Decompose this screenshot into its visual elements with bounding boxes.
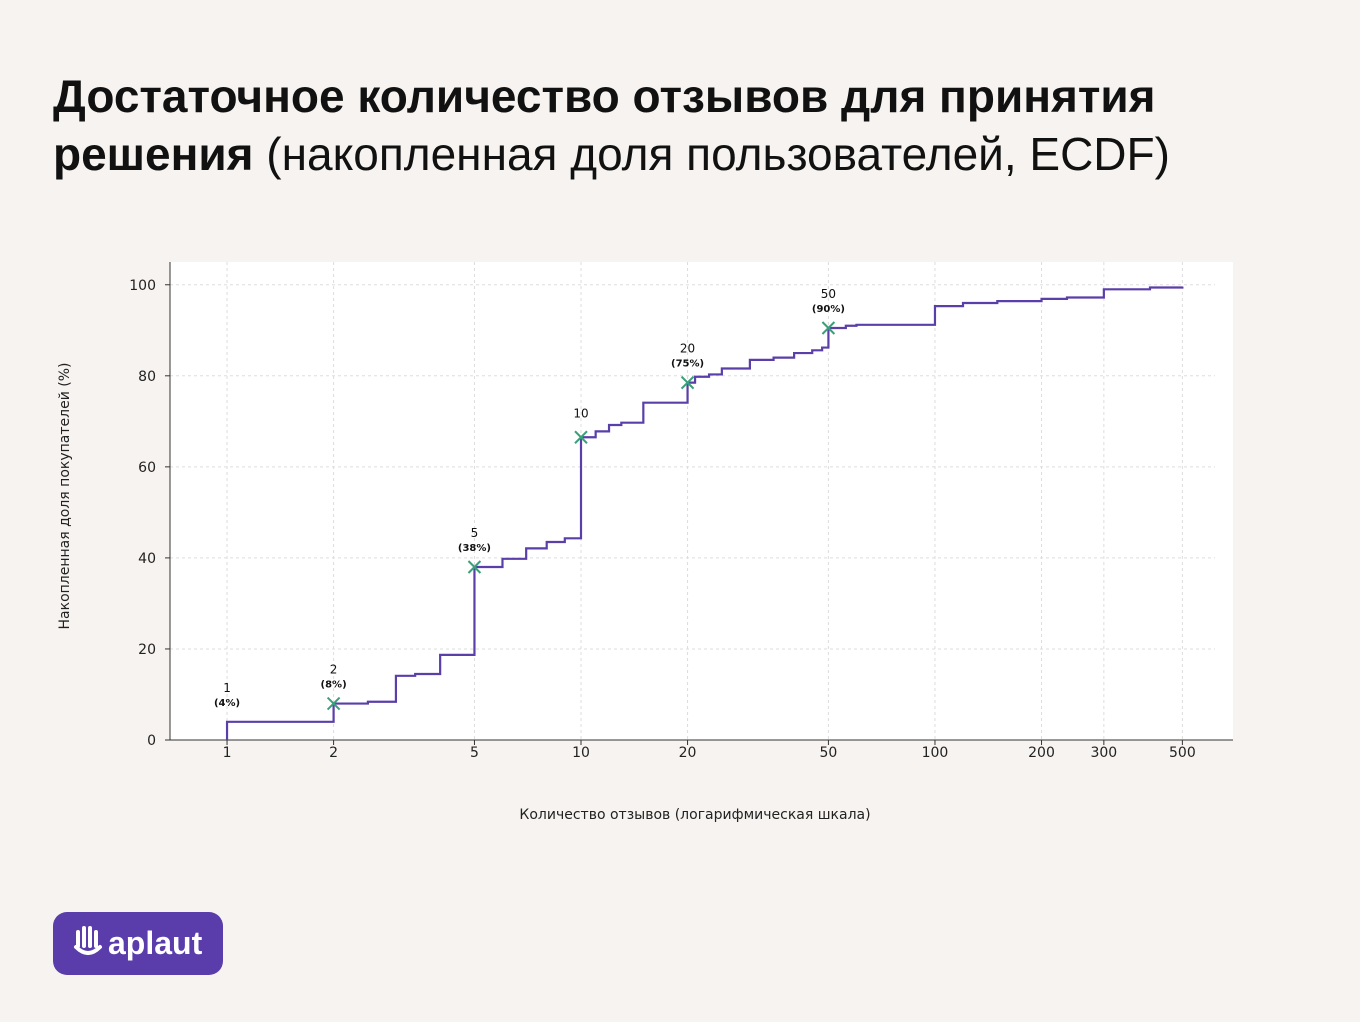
logo-icon	[74, 926, 102, 955]
marker	[821, 321, 836, 335]
plot-area	[170, 262, 1233, 740]
x-tick-label: 5	[470, 745, 479, 761]
logo-badge	[53, 912, 223, 975]
y-tick-label: 60	[138, 460, 156, 476]
x-axis-label: Количество отзывов (логарифмическая шкал…	[519, 807, 870, 823]
x-tick-label: 20	[679, 745, 697, 761]
x-tick-label: 10	[572, 745, 590, 761]
ecdf-line	[225, 286, 1184, 740]
x-tick-label: 50	[820, 745, 838, 761]
chart-title-line2: решения (накопленная доля пользователей,…	[53, 128, 1170, 180]
annotation-label: 2	[330, 663, 338, 677]
x-tick-label: 500	[1169, 745, 1196, 761]
marker	[680, 375, 695, 390]
logo-text: aplaut	[108, 925, 203, 961]
y-axis-label: Накопленная доля покупателей (%)	[57, 363, 73, 630]
y-tick-label: 40	[138, 551, 156, 567]
x-tick-label: 100	[922, 745, 949, 761]
y-tick-label: 20	[138, 642, 156, 658]
annotation-label: 20	[680, 342, 695, 356]
annotation-label: 1	[223, 681, 231, 695]
chart-subtitle: (накопленная доля пользователей, ECDF)	[266, 128, 1170, 180]
y-tick-label: 100	[129, 278, 156, 294]
x-tick-label: 2	[329, 745, 338, 761]
x-tick-label: 200	[1028, 745, 1055, 761]
marker	[467, 560, 482, 574]
x-tick-label: 300	[1090, 745, 1117, 761]
chart-title: Достаточное количество отзывов для приня…	[53, 70, 1156, 122]
chart-title-bold: решения	[53, 128, 254, 180]
annotation-sublabel: (90%)	[812, 304, 845, 315]
annotation-sublabel: (4%)	[214, 698, 240, 709]
annotation-label: 50	[821, 287, 836, 301]
annotation-sublabel: (75%)	[671, 359, 704, 370]
y-tick-label: 80	[138, 369, 156, 385]
marker	[574, 430, 588, 444]
annotation-label: 10	[573, 406, 588, 420]
annotation-label: 5	[471, 526, 479, 540]
annotation-sublabel: (38%)	[458, 543, 491, 554]
marker	[326, 696, 341, 711]
x-tick-label: 1	[223, 745, 232, 761]
y-tick-label: 0	[147, 733, 156, 749]
logo: aplaut	[53, 912, 223, 975]
annotation-sublabel: (8%)	[321, 680, 347, 691]
